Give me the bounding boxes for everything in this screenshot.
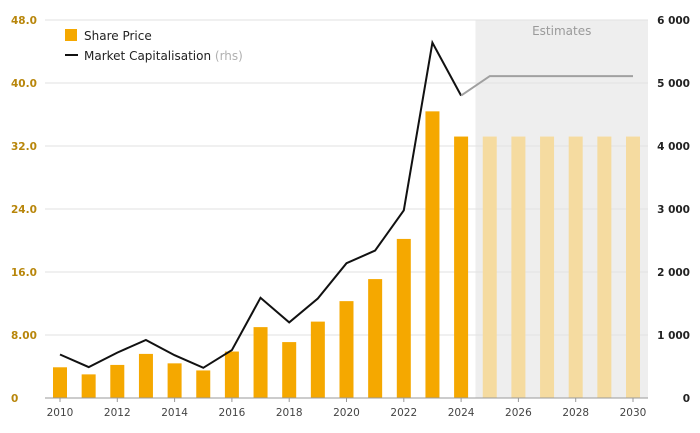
share-price-bar — [138, 353, 153, 398]
share-price-bar — [368, 279, 383, 398]
right-axis-ticks: 0 1 000 2 000 3 000 4 000 5 000 6 000 — [657, 15, 690, 405]
gridlines — [45, 19, 648, 336]
x-tick-label: 2020 — [333, 407, 360, 419]
estimates-label: Estimates — [532, 24, 591, 38]
x-tick-label: 2010 — [47, 407, 74, 419]
share-price-bar — [454, 136, 469, 399]
right-tick-label: 5 000 — [657, 78, 690, 90]
share-price-bar — [425, 111, 440, 398]
x-tick-label: 2018 — [276, 407, 303, 419]
share-price-bar — [282, 342, 297, 398]
x-tick-label: 2028 — [562, 407, 589, 419]
left-tick-label: 48.0 — [11, 15, 37, 27]
x-axis-ticks: 2010 2012 2014 2016 2018 2020 2022 2024 2026 2028… — [47, 398, 647, 419]
share-price-bar — [339, 301, 354, 398]
share-price-bar — [81, 374, 96, 398]
x-tick-label: 2026 — [505, 407, 532, 419]
x-tick-label: 2014 — [161, 407, 188, 419]
share-price-bar — [167, 363, 182, 398]
left-tick-label: 32.0 — [11, 141, 37, 153]
left-tick-label: 0 — [11, 393, 18, 405]
x-tick-label: 2012 — [104, 407, 131, 419]
share-price-bar — [224, 351, 239, 398]
x-tick-label: 2016 — [219, 407, 246, 419]
legend-market-cap-name: Market Capitalisation — [84, 49, 211, 63]
right-tick-label: 1 000 — [657, 330, 690, 342]
share-price-bar — [597, 136, 612, 399]
left-tick-label: 40.0 — [11, 78, 37, 90]
right-tick-label: 6 000 — [657, 15, 690, 27]
share-price-bar — [626, 136, 640, 399]
share-price-bar — [253, 327, 268, 398]
x-tick-label: 2022 — [390, 407, 417, 419]
legend: Share Price Market Capitalisation (rhs) — [65, 29, 243, 63]
share-price-bar — [511, 136, 526, 399]
right-tick-label: 0 — [683, 393, 690, 405]
market-cap-estimate-line — [460, 75, 633, 97]
x-tick-label: 2024 — [448, 407, 475, 419]
share-price-bar — [196, 370, 211, 398]
share-price-bar — [396, 238, 411, 398]
share-price-bar — [53, 367, 67, 398]
right-tick-label: 2 000 — [657, 267, 690, 279]
right-tick-label: 3 000 — [657, 204, 690, 216]
market-cap-line — [59, 39, 462, 369]
share-price-bar — [110, 364, 125, 398]
right-tick-label: 4 000 — [657, 141, 690, 153]
share-price-bars — [53, 111, 640, 399]
left-tick-label: 24.0 — [11, 204, 37, 216]
share-price-bar — [540, 136, 555, 399]
x-tick-label: 2030 — [620, 407, 647, 419]
legend-rhs-note: (rhs) — [215, 49, 243, 63]
left-axis-ticks: 0 8.00 16.0 24.0 32.0 40.0 48.0 — [11, 15, 37, 405]
legend-share-price-label: Share Price — [84, 29, 152, 43]
legend-market-cap-label: Market Capitalisation (rhs) — [84, 49, 243, 63]
share-price-bar — [568, 136, 583, 399]
share-price-bar — [482, 136, 497, 399]
left-tick-label: 8.00 — [11, 330, 37, 342]
left-tick-label: 16.0 — [11, 267, 37, 279]
legend-share-price-swatch — [65, 29, 77, 41]
share-price-bar — [310, 321, 325, 398]
